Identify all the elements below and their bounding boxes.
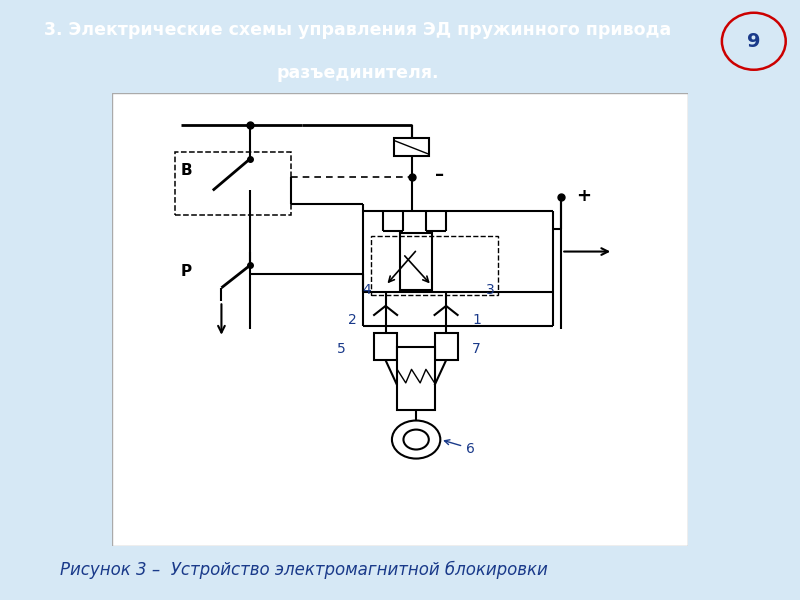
Text: Р: Р <box>181 265 192 280</box>
Text: 4: 4 <box>362 283 371 297</box>
Bar <box>397 347 434 410</box>
Bar <box>394 138 429 157</box>
Bar <box>175 152 290 215</box>
Text: разъединителя.: разъединителя. <box>277 64 439 82</box>
Circle shape <box>392 421 440 458</box>
Bar <box>434 333 458 360</box>
Text: В: В <box>181 163 193 178</box>
Text: +: + <box>576 187 590 205</box>
Text: 3: 3 <box>486 283 495 297</box>
Text: Рисунок 3 –  Устройство электромагнитной блокировки: Рисунок 3 – Устройство электромагнитной … <box>60 561 548 580</box>
Text: 6: 6 <box>466 442 475 455</box>
Text: –: – <box>434 166 444 184</box>
Text: 2: 2 <box>348 313 357 326</box>
Text: 3. Электрические схемы управления ЭД пружинного привода: 3. Электрические схемы управления ЭД пру… <box>44 21 672 39</box>
Circle shape <box>403 430 429 449</box>
Bar <box>371 236 498 295</box>
Bar <box>400 233 432 290</box>
Text: 1: 1 <box>472 313 481 326</box>
Bar <box>374 333 397 360</box>
Text: 7: 7 <box>472 342 481 356</box>
Text: 9: 9 <box>747 32 761 51</box>
Text: 5: 5 <box>337 342 346 356</box>
